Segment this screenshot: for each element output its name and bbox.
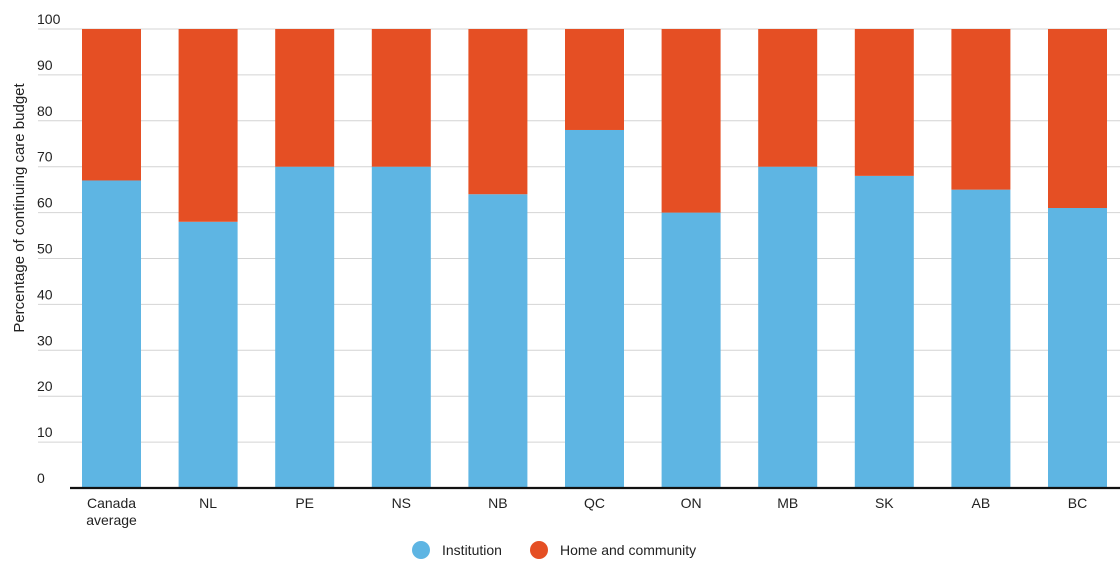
bar-home-and-community-10 xyxy=(1048,29,1107,209)
y-tick-label: 90 xyxy=(37,57,53,73)
bar-home-and-community-9 xyxy=(951,29,1011,190)
x-tick-label: MB xyxy=(777,495,798,511)
bar-home-and-community-8 xyxy=(854,29,914,176)
legend-swatch xyxy=(530,541,548,559)
bar-institution-10 xyxy=(1048,208,1107,488)
bar-home-and-community-3 xyxy=(371,29,431,167)
x-tick-label: BC xyxy=(1068,495,1087,511)
y-tick-label: 30 xyxy=(37,332,53,348)
x-tick-label: NL xyxy=(199,495,217,511)
bar-institution-4 xyxy=(468,194,528,489)
y-tick-label: 40 xyxy=(37,286,53,302)
bar-home-and-community-2 xyxy=(275,29,335,167)
legend-label: Home and community xyxy=(560,542,696,558)
y-tick-label: 50 xyxy=(37,241,53,257)
bar-institution-7 xyxy=(758,166,818,488)
x-tick-label: SK xyxy=(875,495,894,511)
bar-institution-0 xyxy=(82,180,141,488)
y-tick-label: 20 xyxy=(37,378,53,394)
bar-home-and-community-1 xyxy=(178,29,238,222)
y-tick-label: 80 xyxy=(37,103,53,119)
x-tick-label: NS xyxy=(392,495,411,511)
legend: Institution Home and community xyxy=(412,541,696,559)
x-tick-label: ON xyxy=(681,495,702,511)
bar-institution-6 xyxy=(661,212,721,488)
bar-home-and-community-4 xyxy=(468,29,528,195)
bar-institution-5 xyxy=(565,129,624,489)
y-tick-label: 100 xyxy=(37,11,61,27)
bar-home-and-community-5 xyxy=(565,29,624,130)
bar-home-and-community-7 xyxy=(758,29,818,167)
x-tick-label: average xyxy=(86,512,137,528)
bar-institution-3 xyxy=(371,166,431,488)
x-tick-label: QC xyxy=(584,495,605,511)
x-tick-label: Canada xyxy=(87,495,136,511)
bar-institution-1 xyxy=(178,221,238,488)
y-axis-ticks: 0 10 20 30 40 50 60 70 80 90 100 xyxy=(37,11,61,486)
y-axis-label: Percentage of continuing care budget xyxy=(11,83,28,333)
bar-institution-2 xyxy=(275,166,335,488)
y-tick-label: 60 xyxy=(37,195,53,211)
bar-home-and-community-0 xyxy=(82,29,141,181)
bar-institution-9 xyxy=(951,189,1011,488)
bar-home-and-community-6 xyxy=(661,29,721,213)
legend-swatch xyxy=(412,541,430,559)
x-tick-label: NB xyxy=(488,495,507,511)
y-tick-label: 70 xyxy=(37,149,53,165)
y-tick-label: 10 xyxy=(37,424,53,440)
bars xyxy=(82,29,1107,489)
x-tick-label: AB xyxy=(972,495,991,511)
bar-institution-8 xyxy=(854,175,914,488)
y-tick-label: 0 xyxy=(37,470,45,486)
x-tick-label: PE xyxy=(295,495,314,511)
legend-label: Institution xyxy=(442,542,502,558)
